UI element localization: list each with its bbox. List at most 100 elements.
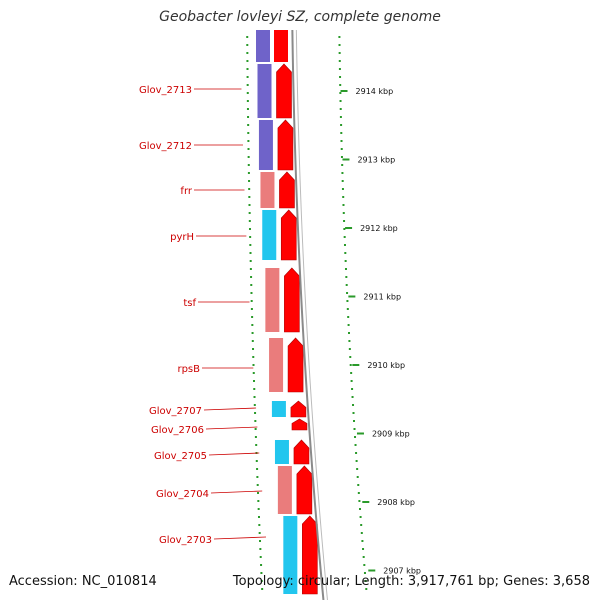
gc-dot xyxy=(246,52,249,54)
gc-dot xyxy=(260,572,263,574)
gc-dot xyxy=(362,548,365,550)
gc-dot xyxy=(246,68,249,70)
cog-segment xyxy=(269,338,284,392)
cds-arrow xyxy=(287,337,304,393)
tick-label: 2910 kbp xyxy=(367,361,405,370)
gc-dot xyxy=(253,388,256,390)
gc-dot xyxy=(340,124,343,126)
gc-dot xyxy=(250,300,253,302)
cds-track xyxy=(274,30,318,595)
gc-dot xyxy=(253,380,256,382)
gc-dot xyxy=(257,492,260,494)
gene-label: Glov_2707 xyxy=(149,406,202,417)
gc-dot xyxy=(342,212,345,214)
gc-dot xyxy=(258,532,261,534)
tick-label: 2909 kbp xyxy=(372,430,410,439)
gc-dot xyxy=(250,292,253,294)
gc-dot xyxy=(249,236,252,238)
tick-label: 2908 kbp xyxy=(377,498,415,507)
gc-dot xyxy=(350,380,353,382)
gc-dot xyxy=(338,44,341,46)
gc-dot xyxy=(249,260,252,262)
gc-dot xyxy=(250,284,253,286)
gc-dot xyxy=(343,220,346,222)
gc-dot xyxy=(346,292,349,294)
gc-dot xyxy=(347,324,350,326)
gc-dot xyxy=(338,68,341,70)
gc-dot xyxy=(340,132,343,134)
tick-label: 2907 kbp xyxy=(383,567,421,576)
tick-label: 2914 kbp xyxy=(356,87,394,96)
cds-block xyxy=(274,30,288,62)
gc-dot xyxy=(259,548,262,550)
gc-dot xyxy=(355,460,358,462)
gc-dot xyxy=(338,60,341,62)
gc-dot xyxy=(365,588,368,590)
cds-arrow xyxy=(280,209,297,261)
gc-dot xyxy=(259,556,262,558)
gc-dot xyxy=(344,268,347,270)
gc-dot xyxy=(255,444,258,446)
cog-block xyxy=(256,30,270,62)
gene-label: rpsB xyxy=(177,364,200,375)
gc-dot xyxy=(247,172,250,174)
gc-dot xyxy=(356,468,359,470)
gc-dot xyxy=(356,476,359,478)
cog-track xyxy=(256,30,298,594)
gc-dot xyxy=(339,108,342,110)
gc-dot xyxy=(344,260,347,262)
gc-dot xyxy=(350,372,353,374)
gc-dot xyxy=(248,228,251,230)
gc-dot xyxy=(345,276,348,278)
label-leader-line xyxy=(203,407,257,411)
gc-dot xyxy=(346,308,349,310)
gc-dot xyxy=(248,180,251,182)
cds-arrow xyxy=(302,515,318,595)
gc-dot xyxy=(338,52,341,54)
gc-dot xyxy=(363,564,366,566)
backbone-line xyxy=(295,29,328,600)
gc-dot xyxy=(251,316,254,318)
gc-dot xyxy=(348,332,351,334)
gc-dot xyxy=(355,452,358,454)
gc-dot xyxy=(353,428,356,430)
gc-dot xyxy=(354,436,357,438)
genome-summary: Topology: circular; Length: 3,917,761 bp… xyxy=(232,574,590,589)
gc-content-track xyxy=(246,36,368,590)
gc-dot xyxy=(339,100,342,102)
cds-arrow xyxy=(291,418,308,431)
gene-label: Glov_2713 xyxy=(139,85,192,96)
tick-label: 2912 kbp xyxy=(360,224,398,233)
tick-label: 2911 kbp xyxy=(363,293,401,302)
gc-dot xyxy=(353,420,356,422)
gc-dot xyxy=(345,284,348,286)
gc-dot xyxy=(260,580,263,582)
gc-dot xyxy=(351,396,354,398)
gc-dot xyxy=(343,228,346,230)
gc-dot xyxy=(340,156,343,158)
gc-dot xyxy=(342,204,345,206)
gc-dot xyxy=(246,100,249,102)
cds-arrow xyxy=(277,119,294,171)
backbone-line xyxy=(291,29,325,600)
gene-label: Glov_2704 xyxy=(156,489,209,500)
cds-arrow xyxy=(284,267,300,333)
gc-dot xyxy=(246,92,249,94)
gc-dot xyxy=(339,76,342,78)
gc-dot xyxy=(253,404,256,406)
gc-dot xyxy=(246,108,249,110)
gc-dot xyxy=(248,196,251,198)
gc-dot xyxy=(248,220,251,222)
accession-text: Accession: NC_010814 xyxy=(9,574,157,589)
gc-dot xyxy=(249,268,252,270)
gc-dot xyxy=(340,148,343,150)
gc-dot xyxy=(254,412,257,414)
gc-dot xyxy=(338,36,341,38)
backbone-track xyxy=(291,29,328,600)
gc-dot xyxy=(253,396,256,398)
gene-label: tsf xyxy=(183,298,196,309)
gc-dot xyxy=(361,540,364,542)
gc-dot xyxy=(341,172,344,174)
cog-segment xyxy=(283,516,298,594)
